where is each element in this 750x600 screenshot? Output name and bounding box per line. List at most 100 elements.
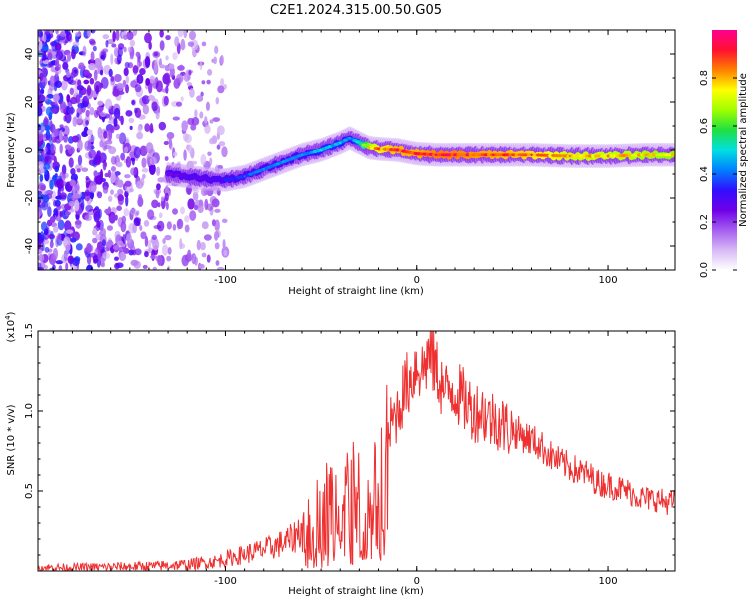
noise-blob xyxy=(96,241,103,251)
noise-blob xyxy=(194,109,198,118)
noise-blob xyxy=(74,164,83,171)
noise-blob xyxy=(149,75,156,84)
noise-blob xyxy=(124,61,130,69)
noise-blob xyxy=(96,191,103,199)
noise-blob xyxy=(151,101,158,112)
noise-blob xyxy=(142,264,148,270)
noise-blob xyxy=(206,203,214,211)
noise-blob xyxy=(207,151,212,156)
noise-blob xyxy=(214,242,220,250)
noise-blob xyxy=(200,91,204,97)
ridge-point xyxy=(492,153,495,156)
noise-blob xyxy=(62,125,70,137)
noise-blob xyxy=(126,31,134,41)
noise-blob xyxy=(156,166,161,177)
noise-blob xyxy=(75,243,83,251)
noise-blob xyxy=(47,206,52,218)
noise-blob xyxy=(38,199,41,205)
noise-blob xyxy=(134,248,142,256)
noise-blob xyxy=(93,109,99,118)
noise-blob xyxy=(120,152,126,161)
noise-blob xyxy=(112,30,117,43)
noise-blob xyxy=(172,208,179,215)
noise-blob xyxy=(89,40,96,46)
noise-blob xyxy=(67,99,73,107)
snr-x-axis-label: Height of straight line (km) xyxy=(288,586,424,597)
noise-blob xyxy=(187,249,192,261)
noise-blob xyxy=(117,194,124,202)
x-tick-label: -100 xyxy=(214,576,237,587)
noise-blob xyxy=(164,234,172,241)
colorbar-tick-label: 0.2 xyxy=(699,214,710,230)
noise-blob xyxy=(108,195,113,202)
noise-blob xyxy=(59,32,67,38)
noise-blob xyxy=(159,64,166,69)
noise-blob xyxy=(203,234,212,241)
noise-blob xyxy=(59,129,63,142)
noise-blob xyxy=(157,255,163,266)
snr-y-axis-label: SNR (10 * v/v) xyxy=(6,404,17,475)
noise-blob xyxy=(42,163,51,170)
noise-blob xyxy=(155,80,163,93)
noise-blob xyxy=(155,112,160,120)
noise-blob xyxy=(187,41,195,47)
noise-blob xyxy=(99,69,104,76)
noise-blob xyxy=(99,112,107,118)
noise-blob xyxy=(38,105,43,117)
ridge-point xyxy=(166,172,170,176)
noise-blob xyxy=(40,234,45,242)
y-tick-label: 0 xyxy=(24,147,35,153)
noise-blob xyxy=(52,247,59,260)
noise-blob xyxy=(142,104,150,115)
noise-blob xyxy=(139,67,146,75)
noise-blob xyxy=(59,143,63,154)
noise-blob xyxy=(86,243,92,254)
noise-blob xyxy=(148,41,152,50)
noise-blob xyxy=(89,77,95,85)
noise-blob xyxy=(86,129,93,136)
noise-blob xyxy=(51,108,58,113)
noise-blob xyxy=(65,244,71,252)
x-tick-label: 100 xyxy=(599,275,618,286)
noise-blob xyxy=(40,221,48,232)
noise-blob xyxy=(218,141,226,147)
noise-blob xyxy=(42,239,50,245)
spectrogram-y-ticks: -40 -20 0 20 40 xyxy=(24,29,675,271)
noise-blob xyxy=(38,207,43,217)
noise-blob xyxy=(114,73,122,83)
ridge-point xyxy=(606,154,610,158)
noise-blob xyxy=(142,173,146,179)
noise-blob xyxy=(166,221,172,230)
noise-blob xyxy=(179,238,183,250)
noise-blob xyxy=(104,172,110,178)
noise-blob xyxy=(183,30,188,39)
noise-blob xyxy=(59,101,67,114)
noise-blob xyxy=(211,219,216,227)
noise-blob xyxy=(108,119,115,124)
noise-blob xyxy=(38,88,42,100)
noise-blob xyxy=(39,174,44,182)
noise-blob xyxy=(132,65,139,74)
noise-blob xyxy=(163,72,171,82)
noise-blob xyxy=(217,266,225,270)
noise-blob xyxy=(114,214,118,221)
noise-blob xyxy=(62,59,69,64)
noise-blob xyxy=(204,116,208,124)
noise-blob xyxy=(54,42,62,51)
noise-blob xyxy=(165,55,169,61)
x-tick-label: 0 xyxy=(414,275,420,286)
noise-blob xyxy=(189,210,197,221)
noise-blob xyxy=(158,121,167,131)
noise-blob xyxy=(111,43,117,48)
noise-blob xyxy=(110,171,116,184)
ridge-point xyxy=(568,154,571,158)
noise-blob xyxy=(221,146,228,158)
noise-blob xyxy=(41,46,49,51)
noise-blob xyxy=(144,56,151,68)
noise-blob xyxy=(83,69,90,76)
noise-blob xyxy=(71,135,80,143)
noise-blob xyxy=(181,120,188,132)
noise-blob xyxy=(64,144,72,150)
noise-blob xyxy=(96,151,100,161)
noise-blob xyxy=(55,260,64,265)
